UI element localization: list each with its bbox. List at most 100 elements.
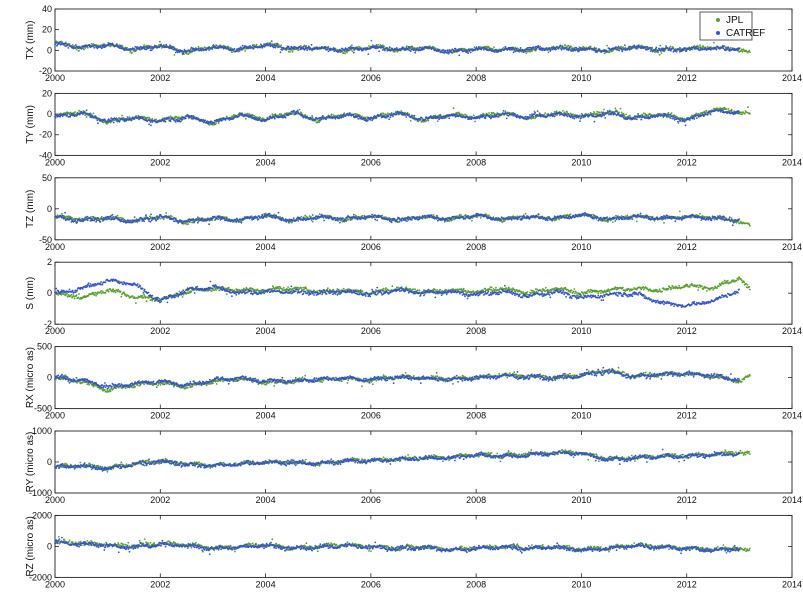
data-point (344, 52, 346, 55)
data-point (119, 216, 121, 219)
data-point (658, 47, 661, 50)
data-point (389, 116, 392, 119)
panel-3: 2000 2002 2004 2006 2008 2010 2012 2014-50050TZ… (25, 173, 802, 252)
data-point (633, 44, 636, 47)
data-point (298, 108, 301, 111)
data-point (469, 51, 472, 54)
data-point (623, 44, 626, 46)
data-point (268, 42, 271, 45)
data-point (427, 119, 430, 122)
data-point (665, 113, 667, 116)
data-point (608, 51, 611, 54)
data-point (68, 43, 70, 46)
data-point (454, 47, 457, 50)
data-point (409, 47, 411, 49)
x-tick-label: 2002 (150, 242, 170, 252)
data-point (163, 117, 166, 120)
data-point (310, 117, 313, 120)
data-point (594, 47, 596, 50)
y-tick-label: -20 (39, 130, 52, 140)
data-point (406, 45, 408, 48)
data-point (297, 49, 300, 51)
data-point (71, 44, 74, 46)
data-point (342, 51, 345, 54)
data-point (713, 41, 715, 44)
data-point (695, 45, 698, 48)
data-point (116, 214, 119, 217)
data-point (297, 220, 300, 222)
data-point (165, 212, 168, 214)
data-point (504, 45, 507, 48)
data-point (460, 47, 463, 50)
data-point (715, 48, 718, 51)
x-tick-label: 2006 (361, 157, 381, 167)
y-axis-label: TY (mm) (25, 105, 36, 144)
data-point (162, 218, 165, 221)
data-point (59, 115, 61, 118)
series-catref (54, 40, 740, 57)
data-point (66, 114, 68, 117)
y-tick-label: 20 (42, 25, 52, 35)
x-tick-label: 2008 (466, 242, 486, 252)
data-point (220, 119, 223, 122)
data-point (669, 117, 672, 119)
data-point (287, 45, 290, 48)
data-point (564, 44, 567, 47)
data-point (589, 45, 592, 48)
data-point (547, 51, 550, 54)
data-point (138, 48, 141, 51)
x-tick-label: 2008 (466, 157, 486, 167)
data-point (646, 46, 649, 48)
data-point (601, 114, 603, 117)
data-point (298, 45, 301, 48)
data-point (150, 49, 153, 52)
data-point (659, 44, 662, 47)
data-point (248, 47, 250, 49)
data-point (244, 117, 247, 120)
data-point (352, 46, 355, 49)
data-point (191, 221, 194, 224)
y-axis-label: TX (mm) (25, 21, 36, 60)
data-point (150, 124, 152, 127)
data-point (174, 121, 177, 123)
data-point (213, 121, 216, 124)
data-point (330, 113, 333, 116)
data-point (268, 118, 271, 120)
data-point (419, 118, 421, 121)
data-point (488, 112, 490, 114)
data-point (318, 213, 321, 216)
data-point (680, 117, 683, 120)
data-point (291, 49, 293, 51)
data-point (545, 47, 548, 49)
data-point (675, 50, 678, 53)
data-point (560, 48, 563, 51)
data-point (649, 46, 651, 49)
data-point (252, 48, 255, 50)
data-point (122, 217, 125, 220)
data-point (94, 115, 97, 117)
x-tick-label: 2008 (466, 73, 486, 83)
data-point (706, 113, 709, 116)
data-point (227, 46, 230, 49)
data-point (423, 48, 425, 50)
data-point (75, 114, 78, 117)
data-point (273, 117, 276, 120)
data-point (116, 43, 118, 46)
y-axis-label: TZ (mm) (25, 190, 36, 228)
data-point (279, 46, 281, 48)
data-point (504, 110, 507, 113)
data-point (241, 112, 243, 115)
data-point (351, 50, 354, 52)
data-point (97, 122, 99, 125)
data-point (145, 117, 147, 120)
data-point (100, 215, 103, 218)
data-point (241, 44, 244, 47)
data-point (551, 113, 554, 116)
data-point (369, 118, 372, 121)
data-point (171, 215, 173, 218)
data-point (74, 111, 77, 113)
x-tick-label: 2012 (677, 242, 697, 252)
data-point (270, 40, 273, 42)
data-point (668, 47, 671, 50)
data-point (563, 114, 566, 117)
